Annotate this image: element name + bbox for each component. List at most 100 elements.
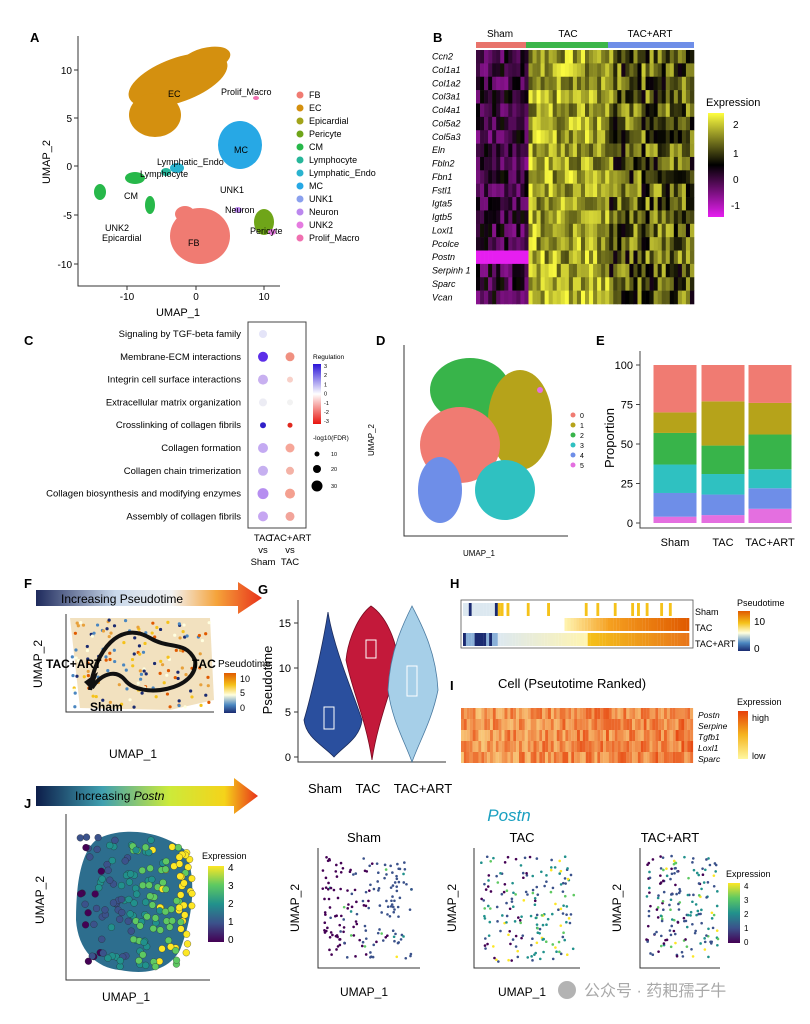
j-tacart-cell-dot <box>694 903 698 906</box>
i-cell-loxl1 <box>507 741 511 752</box>
b-heat-cell <box>480 156 485 171</box>
j-small-legend-2: 2 <box>744 910 749 919</box>
b-heat-cell <box>597 50 602 64</box>
j-cell-dot <box>175 904 183 912</box>
f-cell-dot <box>95 623 100 627</box>
h-cell-sham <box>547 603 551 616</box>
j-tacart-cell-dot <box>660 934 663 938</box>
b-heat-cell <box>484 223 489 238</box>
b-heat-cell <box>480 76 485 91</box>
f-label-tac: TAC <box>192 657 216 671</box>
a-legend-label-pericyte: Pericyte <box>309 129 342 139</box>
i-cell-postn <box>629 708 633 719</box>
b-heat-cell <box>625 263 630 278</box>
b-heat-cell <box>540 156 545 171</box>
b-heat-cell <box>560 237 566 251</box>
i-cell-postn <box>582 708 586 719</box>
b-heat-cell <box>484 130 489 144</box>
b-heat-cell <box>536 277 541 291</box>
f-cell-dot <box>109 631 113 635</box>
f-cell-dot <box>177 703 181 708</box>
j-tac-cell-dot <box>563 894 567 898</box>
b-heat-cell <box>657 130 663 144</box>
b-heat-cell <box>536 90 541 104</box>
b-heat-cell <box>589 76 594 91</box>
h-cell-tac-art <box>590 633 594 646</box>
h-row-sham: Sham <box>695 607 719 617</box>
b-heat-cell <box>496 63 501 78</box>
j-tac-cell-dot <box>535 913 539 917</box>
i-cell-sparc <box>585 752 589 763</box>
b-heat-cell <box>564 263 570 278</box>
j-tac-cell-dot <box>533 899 537 903</box>
j-tacart-cell-dot <box>699 942 702 945</box>
j-cell-dot <box>81 900 89 908</box>
b-heat-cell <box>504 116 509 131</box>
i-cell-serpine <box>597 719 601 730</box>
j-tac-cell-dot <box>541 923 545 927</box>
j-tacart-cell-dot <box>659 867 663 870</box>
b-heat-cell <box>548 143 554 158</box>
b-heat-cell <box>661 90 667 104</box>
h-cell-tac <box>494 618 498 631</box>
h-cell-tac-art <box>599 633 603 646</box>
j-sham-cell-dot <box>350 905 354 909</box>
c-reg-tick-0: 0 <box>324 392 327 398</box>
b-heat-cell <box>480 223 485 238</box>
j-cell-dot <box>140 938 148 946</box>
b-heat-cell <box>665 90 671 104</box>
h-cell-sham <box>471 603 475 616</box>
j-tacart-cell-dot <box>691 857 695 860</box>
i-cell-serpine <box>504 719 508 730</box>
h-cell-tac-art <box>642 633 646 646</box>
b-heat-cell <box>645 116 650 131</box>
j-tac-cell-dot <box>510 959 514 962</box>
j-tac-cell-dot <box>520 915 523 918</box>
b-heat-cell <box>645 277 650 291</box>
f-cell-dot <box>162 681 166 685</box>
i-cell-postn <box>637 708 641 719</box>
b-heat-cell <box>649 76 654 91</box>
b-heat-cell <box>476 170 481 184</box>
e-ylabel: Proportion <box>602 408 617 468</box>
b-heat-cell <box>476 263 481 278</box>
i-cell-loxl1 <box>594 741 598 752</box>
g-axes <box>297 600 446 763</box>
b-heat-cell <box>504 90 509 104</box>
i-cell-sparc <box>475 752 479 763</box>
b-heat-cell <box>629 103 634 118</box>
j-tacart-cell-dot <box>656 906 660 909</box>
b-heat-cell <box>641 277 646 291</box>
b-heat-cell <box>621 210 626 225</box>
b-heat-cell <box>540 210 545 225</box>
i-cell-sparc <box>658 752 662 763</box>
b-heat-cell <box>492 223 497 238</box>
h-cell-sham <box>602 603 606 616</box>
j-sham-cell-dot <box>360 944 364 948</box>
b-heat-cell <box>669 116 675 131</box>
j-cell-dot <box>132 884 140 892</box>
i-cell-serpine <box>588 719 592 730</box>
i-cell-serpine <box>530 719 534 730</box>
label-ec: EC <box>168 89 181 99</box>
j-tac-cell-dot <box>506 855 510 859</box>
b-heat-cell <box>512 210 517 225</box>
b-heat-cell <box>601 130 606 144</box>
j-sham-cell-dot <box>409 954 412 958</box>
j-cell-dot <box>166 923 174 931</box>
b-heat-cell <box>609 170 614 184</box>
h-cell-sham <box>579 603 582 616</box>
b-heat-cell <box>625 290 630 305</box>
b-heat-cell <box>685 223 691 238</box>
b-heat-cell <box>617 50 622 64</box>
b-heat-cell <box>681 90 687 104</box>
f-cell-dot <box>138 669 142 673</box>
i-cell-postn <box>550 708 554 719</box>
i-cell-serpine <box>568 719 572 730</box>
i-cell-serpine <box>461 719 464 730</box>
h-cell-sham <box>492 603 495 616</box>
j-cell-dot <box>95 884 103 892</box>
j-tac-axes <box>473 848 580 969</box>
b-heat-cell <box>637 223 642 238</box>
b-heat-cell <box>544 183 549 198</box>
